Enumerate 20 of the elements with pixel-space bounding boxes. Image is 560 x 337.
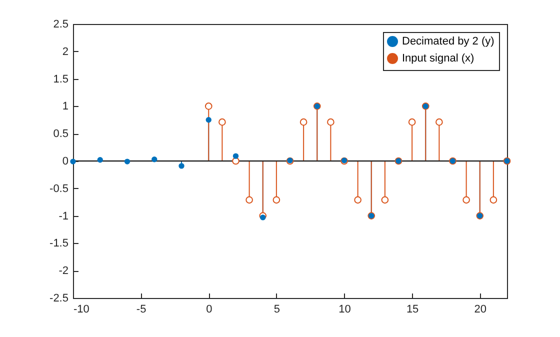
y-tick-label: -1: [58, 210, 68, 222]
legend-label: Decimated by 2 (y): [402, 36, 494, 48]
x-tick-label: -5: [136, 304, 146, 316]
x-tick-label: -10: [74, 304, 90, 316]
x-tick-label: 15: [406, 304, 419, 316]
y-tick-label: 1: [62, 100, 68, 113]
y-tick-label: -1.5: [50, 238, 68, 250]
x-tick-label: 0: [206, 304, 212, 316]
y-tick-label: 2: [62, 46, 68, 58]
y-tick-label: -2: [58, 265, 68, 278]
x-tick-label: 20: [474, 304, 486, 316]
y-tick-label: 2.5: [53, 18, 68, 30]
legend-label: Input signal (x): [402, 52, 474, 64]
y-tick-label: 0.5: [53, 128, 68, 140]
x-tick-label: 10: [338, 304, 351, 316]
y-tick-label: 0: [62, 156, 68, 168]
y-tick-label: -2.5: [50, 292, 68, 304]
y-tick-label: -0.5: [50, 182, 68, 195]
y-tick-label: 1.5: [53, 73, 68, 86]
x-tick-label: 5: [274, 304, 280, 316]
